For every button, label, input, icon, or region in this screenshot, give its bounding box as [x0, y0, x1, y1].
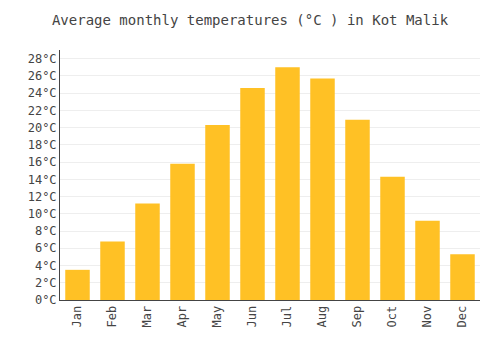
- svg-text:10°C: 10°C: [28, 207, 57, 221]
- svg-text:Jul: Jul: [280, 306, 294, 328]
- svg-text:2°C: 2°C: [35, 276, 57, 290]
- svg-text:Average monthly temperatures (: Average monthly temperatures (°C ) in Ko…: [52, 12, 449, 28]
- svg-text:14°C: 14°C: [28, 173, 57, 187]
- svg-text:12°C: 12°C: [28, 190, 57, 204]
- svg-text:Sep: Sep: [350, 306, 364, 328]
- svg-text:24°C: 24°C: [28, 86, 57, 100]
- svg-text:6°C: 6°C: [35, 241, 57, 255]
- svg-text:Jun: Jun: [245, 306, 259, 328]
- svg-text:Oct: Oct: [385, 306, 399, 328]
- svg-text:Dec: Dec: [455, 306, 469, 328]
- svg-text:4°C: 4°C: [35, 259, 57, 273]
- svg-text:Nov: Nov: [420, 306, 434, 328]
- svg-text:May: May: [210, 306, 224, 328]
- svg-text:28°C: 28°C: [28, 52, 57, 66]
- svg-text:8°C: 8°C: [35, 224, 57, 238]
- svg-text:Apr: Apr: [175, 306, 189, 328]
- svg-text:Jan: Jan: [70, 306, 84, 328]
- svg-text:22°C: 22°C: [28, 104, 57, 118]
- svg-text:18°C: 18°C: [28, 138, 57, 152]
- svg-text:0°C: 0°C: [35, 293, 57, 307]
- svg-text:Feb: Feb: [105, 306, 119, 328]
- svg-text:26°C: 26°C: [28, 69, 57, 83]
- svg-text:Mar: Mar: [140, 306, 154, 328]
- svg-text:20°C: 20°C: [28, 121, 57, 135]
- svg-text:Aug: Aug: [315, 306, 329, 328]
- svg-text:16°C: 16°C: [28, 155, 57, 169]
